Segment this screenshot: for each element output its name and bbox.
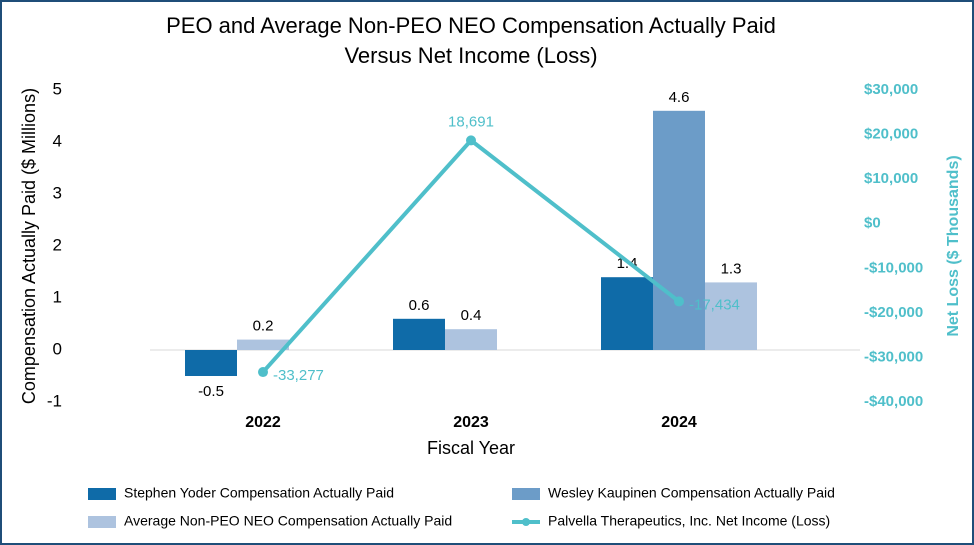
bar bbox=[653, 110, 705, 350]
y-tick-label: 5 bbox=[53, 79, 62, 98]
y2-axis-label: Net Loss ($ Thousands) bbox=[945, 155, 962, 336]
y2-tick-label: -$30,000 bbox=[864, 348, 923, 365]
y-tick-label: 3 bbox=[53, 183, 62, 202]
chart-title: Versus Net Income (Loss) bbox=[344, 43, 597, 68]
data-label: 0.2 bbox=[253, 318, 274, 335]
data-label: 0.4 bbox=[461, 307, 482, 324]
legend-swatch bbox=[88, 516, 116, 528]
y-axis-label: Compensation Actually Paid ($ Millions) bbox=[19, 88, 39, 404]
legend-label: Average Non-PEO NEO Compensation Actuall… bbox=[124, 513, 452, 529]
y2-tick-label: $10,000 bbox=[864, 170, 918, 187]
data-label: 1.3 bbox=[721, 260, 742, 277]
x-tick-label: 2022 bbox=[245, 414, 281, 431]
bar bbox=[237, 339, 289, 350]
y-tick-label: -1 bbox=[47, 391, 62, 410]
x-tick-label: 2024 bbox=[661, 414, 697, 431]
line-marker bbox=[258, 367, 268, 378]
chart-title: PEO and Average Non-PEO NEO Compensation… bbox=[166, 13, 776, 38]
data-label: 18,691 bbox=[448, 113, 494, 130]
legend-label: Palvella Therapeutics, Inc. Net Income (… bbox=[548, 513, 830, 529]
legend-label: Wesley Kaupinen Compensation Actually Pa… bbox=[548, 485, 835, 501]
legend-label: Stephen Yoder Compensation Actually Paid bbox=[124, 485, 394, 501]
y2-tick-label: $20,000 bbox=[864, 126, 918, 143]
y-tick-label: 1 bbox=[53, 287, 62, 306]
bar bbox=[445, 329, 497, 350]
bar bbox=[601, 277, 653, 350]
x-tick-label: 2023 bbox=[453, 414, 489, 431]
y2-tick-label: $30,000 bbox=[864, 81, 918, 98]
data-label: -33,277 bbox=[273, 367, 324, 384]
y2-tick-label: -$20,000 bbox=[864, 304, 923, 321]
bar bbox=[393, 318, 445, 350]
line-marker bbox=[466, 135, 476, 146]
legend-swatch bbox=[522, 518, 530, 526]
bar bbox=[185, 350, 237, 376]
bar bbox=[705, 282, 757, 350]
legend-swatch bbox=[512, 488, 540, 500]
legend-swatch bbox=[88, 488, 116, 500]
y-tick-label: 2 bbox=[53, 235, 62, 254]
data-label: 4.6 bbox=[669, 89, 690, 106]
y2-tick-label: $0 bbox=[864, 215, 881, 232]
data-label: 0.6 bbox=[409, 297, 430, 314]
y2-tick-label: -$40,000 bbox=[864, 393, 923, 410]
y2-tick-label: -$10,000 bbox=[864, 259, 923, 276]
line-marker bbox=[674, 296, 684, 307]
y-tick-label: 4 bbox=[53, 131, 62, 150]
data-label: -17,434 bbox=[689, 296, 740, 313]
data-label: -0.5 bbox=[198, 383, 224, 400]
y-tick-label: 0 bbox=[53, 339, 62, 358]
x-axis-label: Fiscal Year bbox=[427, 438, 515, 458]
